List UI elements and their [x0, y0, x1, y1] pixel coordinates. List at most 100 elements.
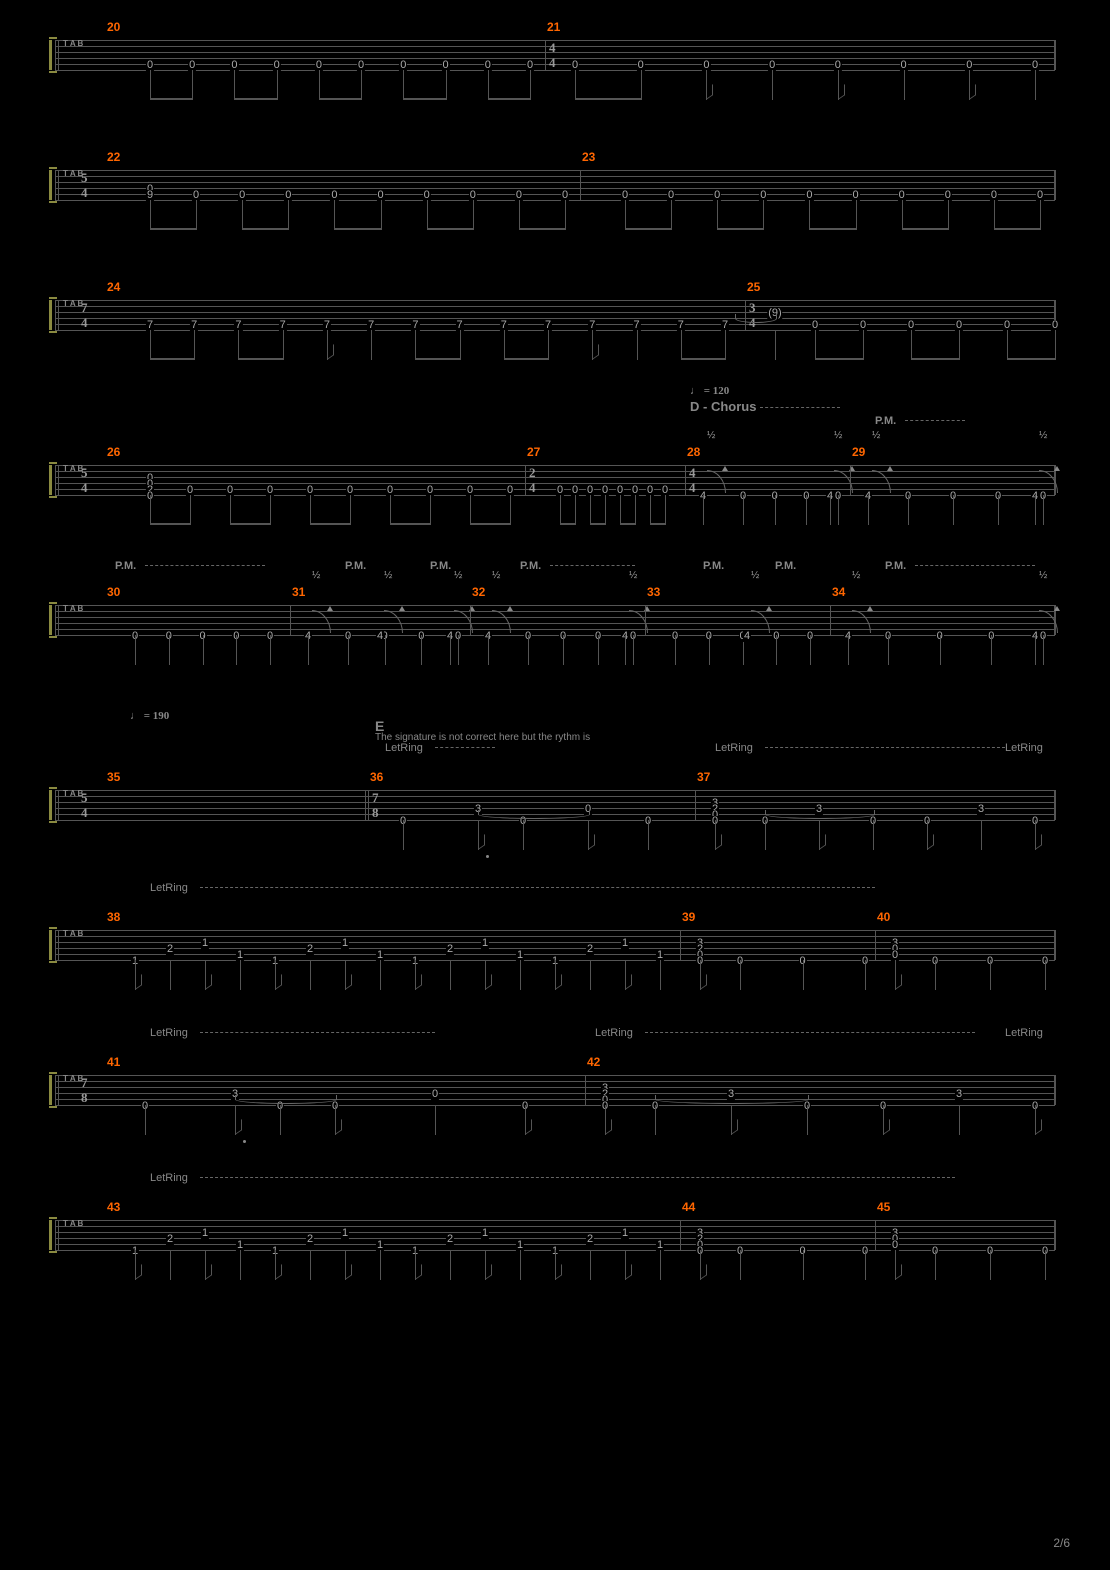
- string-line: [55, 324, 1055, 325]
- stem: [415, 330, 416, 360]
- stem: [234, 70, 235, 100]
- let-ring-label: LetRing: [1005, 1027, 1043, 1039]
- string-line: [55, 796, 1055, 797]
- stem: [709, 635, 710, 665]
- bend-half-label: ½: [629, 570, 637, 581]
- stem: [908, 495, 909, 525]
- stem: [446, 70, 447, 100]
- barline: [290, 605, 291, 635]
- bend-half-label: ½: [751, 570, 759, 581]
- stem: [203, 635, 204, 665]
- flag: [605, 1119, 612, 1135]
- tab-fret: 1: [341, 938, 349, 949]
- tab-fret: 1: [621, 938, 629, 949]
- tab-fret: 4: [743, 631, 751, 642]
- flag: [478, 834, 485, 850]
- stem: [868, 495, 869, 525]
- tie: [655, 1095, 809, 1104]
- let-ring-label: LetRing: [1005, 742, 1043, 754]
- string-line: [55, 170, 1055, 171]
- tab-fret: 1: [201, 938, 209, 949]
- timesig-den: 4: [529, 481, 536, 494]
- bar-number: 40: [877, 910, 890, 924]
- tab-fret: 2: [586, 944, 594, 955]
- stem: [856, 200, 857, 230]
- barline: [645, 605, 646, 635]
- stem: [288, 200, 289, 230]
- string-line: [55, 1220, 1055, 1221]
- bend-half-label: ½: [454, 570, 462, 581]
- bar-number: 30: [107, 585, 120, 599]
- bar-number: 32: [472, 585, 485, 599]
- stem: [319, 70, 320, 100]
- barline: [1055, 40, 1056, 70]
- staff-bracket: [49, 790, 52, 820]
- stem: [660, 1250, 661, 1280]
- string-line: [55, 1105, 1055, 1106]
- barline: [55, 1220, 56, 1250]
- string-line: [55, 1075, 1055, 1076]
- bend-half-label: ½: [312, 570, 320, 581]
- let-ring-label: LetRing: [150, 882, 188, 894]
- stem: [776, 635, 777, 665]
- tempo-mark: ♩ = 190: [130, 710, 169, 722]
- tab-fret: 2: [166, 944, 174, 955]
- string-line: [55, 300, 1055, 301]
- beam: [238, 358, 282, 360]
- stem: [1035, 70, 1036, 100]
- palm-mute-label: P.M.: [703, 560, 724, 572]
- stem: [959, 1105, 960, 1135]
- string-line: [55, 611, 1055, 612]
- stem: [520, 960, 521, 990]
- bar-number: 39: [682, 910, 695, 924]
- flag: [275, 1264, 282, 1280]
- bar-number: 37: [697, 770, 710, 784]
- stem: [308, 635, 309, 665]
- stem: [1045, 960, 1046, 990]
- flag: [883, 1119, 890, 1135]
- timesig-num: 5: [81, 466, 88, 479]
- flag: [135, 974, 142, 990]
- stem: [283, 330, 284, 360]
- stem: [904, 70, 905, 100]
- beam: [911, 358, 959, 360]
- stem: [563, 635, 564, 665]
- string-line: [55, 176, 1055, 177]
- stem: [981, 820, 982, 850]
- flag: [895, 1264, 902, 1280]
- bar-number: 24: [107, 280, 120, 294]
- stem: [270, 635, 271, 665]
- section-extent: [760, 407, 840, 409]
- stem: [560, 495, 561, 525]
- bar-number: 21: [547, 20, 560, 34]
- stem: [641, 70, 642, 100]
- flag: [485, 974, 492, 990]
- bar-number: 20: [107, 20, 120, 34]
- timesig-den: 8: [81, 1091, 88, 1104]
- beam: [625, 228, 671, 230]
- bar-number: 22: [107, 150, 120, 164]
- barline: [55, 605, 56, 635]
- barline: [685, 465, 686, 495]
- tab-fret: 1: [341, 1228, 349, 1239]
- flag: [485, 1264, 492, 1280]
- stem: [625, 635, 626, 665]
- stem: [994, 200, 995, 230]
- stem: [458, 635, 459, 665]
- stem: [150, 200, 151, 230]
- palm-mute-label: P.M.: [345, 560, 366, 572]
- stem: [873, 820, 874, 850]
- timesig-den: 4: [81, 481, 88, 494]
- barline: [58, 170, 59, 200]
- bar-number: 28: [687, 445, 700, 459]
- staff: T A B24747777777777777725349(9)000000: [55, 300, 1055, 330]
- stem: [830, 495, 831, 525]
- stem: [150, 495, 151, 525]
- stem: [460, 330, 461, 360]
- stem: [848, 635, 849, 665]
- beam: [519, 228, 565, 230]
- rhythm-dot: [243, 1140, 246, 1143]
- stem: [530, 70, 531, 100]
- tab-clef: T A B: [63, 1220, 83, 1228]
- string-line: [55, 471, 1055, 472]
